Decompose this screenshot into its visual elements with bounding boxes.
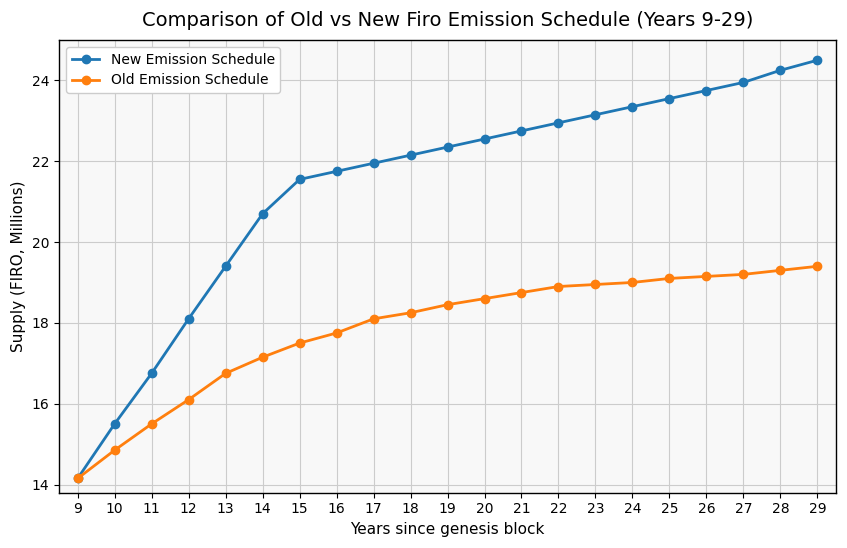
New Emission Schedule bbox=[184, 316, 194, 322]
Old Emission Schedule bbox=[701, 273, 711, 279]
Y-axis label: Supply (FIRO, Millions): Supply (FIRO, Millions) bbox=[11, 180, 26, 352]
Old Emission Schedule bbox=[442, 301, 452, 308]
New Emission Schedule bbox=[479, 136, 490, 142]
New Emission Schedule bbox=[257, 210, 268, 217]
New Emission Schedule bbox=[109, 421, 119, 427]
Old Emission Schedule bbox=[295, 340, 305, 346]
Old Emission Schedule bbox=[812, 263, 822, 270]
Line: Old Emission Schedule: Old Emission Schedule bbox=[74, 262, 822, 483]
New Emission Schedule bbox=[406, 152, 416, 158]
New Emission Schedule bbox=[553, 119, 563, 126]
New Emission Schedule bbox=[628, 104, 638, 110]
Old Emission Schedule bbox=[479, 295, 490, 302]
New Emission Schedule bbox=[590, 111, 601, 118]
Title: Comparison of Old vs New Firo Emission Schedule (Years 9-29): Comparison of Old vs New Firo Emission S… bbox=[141, 11, 753, 30]
Old Emission Schedule bbox=[184, 396, 194, 403]
Old Emission Schedule bbox=[775, 267, 785, 273]
New Emission Schedule bbox=[812, 57, 822, 64]
New Emission Schedule bbox=[442, 144, 452, 150]
New Emission Schedule bbox=[295, 176, 305, 182]
Old Emission Schedule bbox=[739, 271, 749, 278]
Old Emission Schedule bbox=[109, 447, 119, 453]
New Emission Schedule bbox=[775, 67, 785, 73]
New Emission Schedule bbox=[517, 128, 527, 134]
Old Emission Schedule bbox=[628, 279, 638, 286]
Line: New Emission Schedule: New Emission Schedule bbox=[74, 56, 822, 483]
Legend: New Emission Schedule, Old Emission Schedule: New Emission Schedule, Old Emission Sche… bbox=[66, 47, 280, 93]
New Emission Schedule bbox=[147, 370, 157, 376]
Old Emission Schedule bbox=[368, 316, 379, 322]
Old Emission Schedule bbox=[517, 289, 527, 296]
New Emission Schedule bbox=[701, 87, 711, 94]
Old Emission Schedule bbox=[331, 330, 341, 336]
New Emission Schedule bbox=[73, 475, 83, 482]
Old Emission Schedule bbox=[73, 475, 83, 482]
Old Emission Schedule bbox=[406, 310, 416, 316]
X-axis label: Years since genesis block: Years since genesis block bbox=[351, 522, 545, 537]
New Emission Schedule bbox=[331, 168, 341, 175]
New Emission Schedule bbox=[220, 263, 230, 270]
New Emission Schedule bbox=[664, 95, 674, 102]
Old Emission Schedule bbox=[147, 421, 157, 427]
Old Emission Schedule bbox=[664, 275, 674, 282]
New Emission Schedule bbox=[739, 79, 749, 85]
Old Emission Schedule bbox=[553, 283, 563, 290]
Old Emission Schedule bbox=[590, 281, 601, 288]
New Emission Schedule bbox=[368, 160, 379, 167]
Old Emission Schedule bbox=[257, 354, 268, 361]
Old Emission Schedule bbox=[220, 370, 230, 376]
